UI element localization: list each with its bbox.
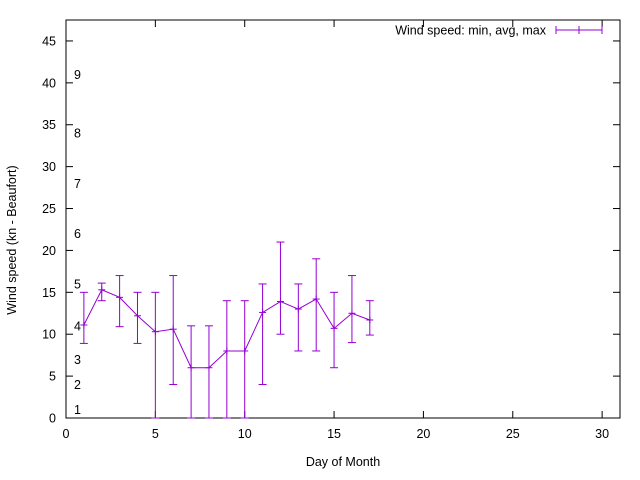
data-point-marker [187,364,195,372]
data-point-marker [223,347,231,355]
data-point-marker [80,321,88,329]
data-point-marker [330,324,338,332]
errorbar [222,300,231,419]
errorbar [187,325,196,419]
beaufort-label-6: 6 [74,227,81,241]
y-tick-label: 45 [42,34,56,48]
errorbar [347,275,356,344]
beaufort-label-2: 2 [74,378,81,392]
data-point-marker [241,347,249,355]
errorbar [276,241,285,335]
plot-border [65,19,621,419]
beaufort-label-5: 5 [74,277,81,291]
data-point-marker [366,316,374,324]
beaufort-scale-labels: 1 2 3 4 5 6 7 8 9 [74,68,81,417]
data-point-marker [169,325,177,333]
legend-label: Wind speed: min, avg, max [395,24,547,38]
data-point-marker [205,364,213,372]
data-point-marker [312,295,320,303]
data-point-marker [259,308,267,316]
y-tick-label: 10 [42,328,56,342]
x-tick-label: 10 [238,427,252,441]
legend-errorbar-sample [555,26,603,34]
beaufort-label-7: 7 [74,177,81,191]
beaufort-label-3: 3 [74,353,81,367]
y-tick-label: 40 [42,76,56,90]
errorbar [79,291,88,344]
data-point-marker [151,328,159,336]
y-tick-label: 15 [42,286,56,300]
errorbar [312,258,321,352]
data-point-marker [276,298,284,306]
beaufort-label-4: 4 [74,319,81,333]
y-tick-label: 0 [49,412,56,426]
y-axis-title: Wind speed (kn - Beaufort) [5,165,19,314]
x-tick-label: 25 [506,427,520,441]
chart-legend[interactable]: Wind speed: min, avg, max [395,24,603,38]
x-tick-label: 5 [152,427,159,441]
data-point-marker [116,293,124,301]
y-tick-label: 35 [42,118,56,132]
errorbar [294,283,303,352]
errorbar [204,325,213,419]
errorbar [240,300,249,419]
y-tick-label: 20 [42,244,56,258]
x-tick-label: 0 [63,427,70,441]
errorbar [151,291,160,419]
data-point-marker [133,312,141,320]
x-axis-title: Day of Month [306,455,380,469]
errorbar [258,283,267,385]
y-tick-label: 5 [49,370,56,384]
errorbar [115,275,124,328]
beaufort-label-1: 1 [74,403,81,417]
y-tick-label: 30 [42,160,56,174]
data-point-marker [98,286,106,294]
beaufort-label-9: 9 [74,68,81,82]
x-tick-label: 15 [327,427,341,441]
data-point-marker [294,305,302,313]
beaufort-label-8: 8 [74,127,81,141]
x-tick-label: 20 [416,427,430,441]
x-tick-label: 30 [595,427,609,441]
y-tick-label: 25 [42,202,56,216]
data-point-marker [348,309,356,317]
data-series-wind-speed [79,241,374,419]
